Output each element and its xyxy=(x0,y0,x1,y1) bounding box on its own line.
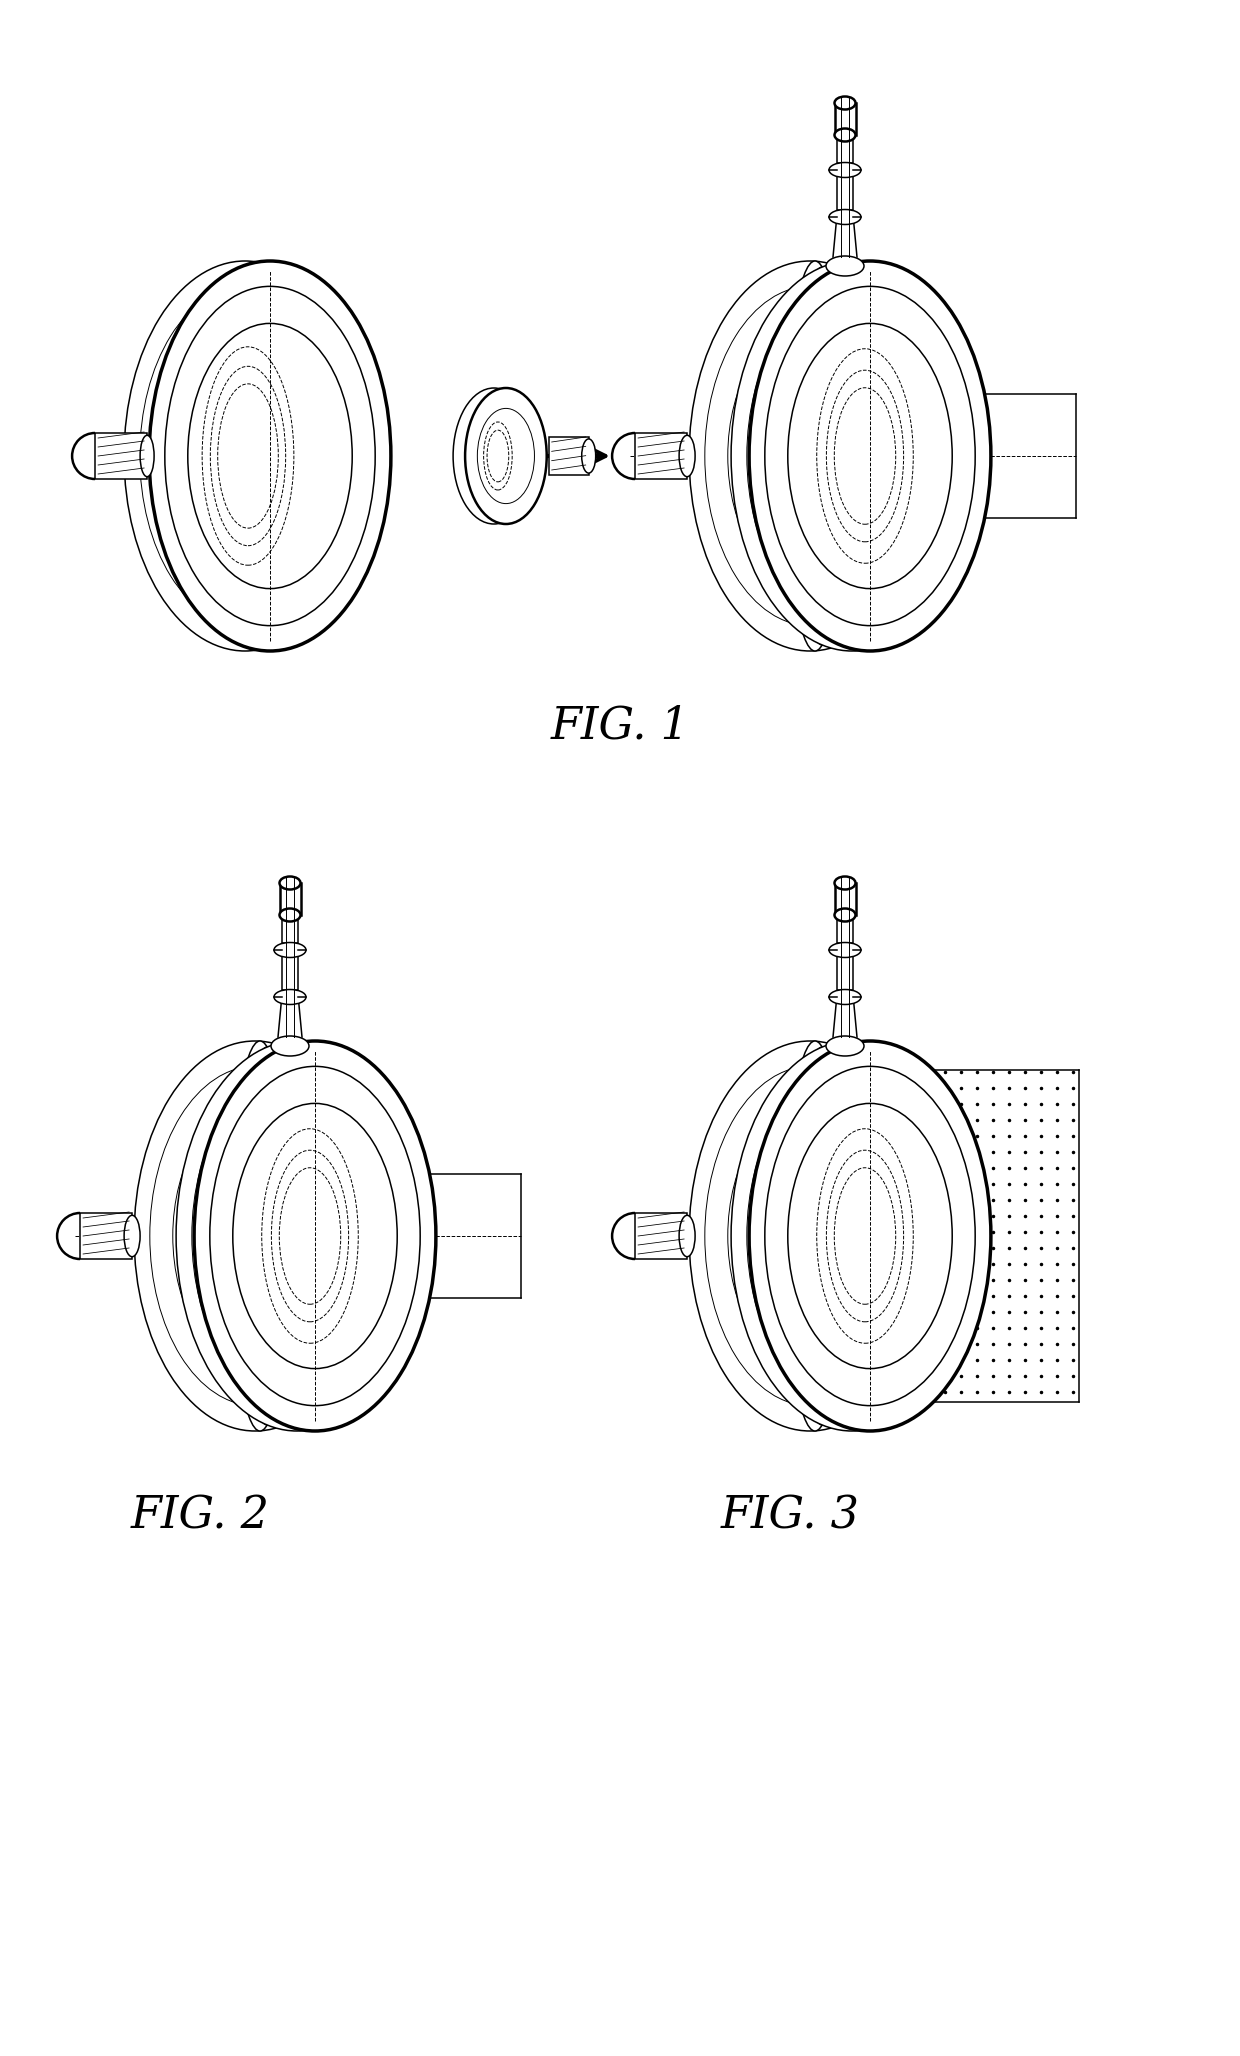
Ellipse shape xyxy=(810,1059,868,1412)
Ellipse shape xyxy=(835,97,856,109)
Ellipse shape xyxy=(732,261,973,652)
Ellipse shape xyxy=(794,267,852,646)
Ellipse shape xyxy=(247,1053,305,1419)
Ellipse shape xyxy=(749,261,991,652)
Ellipse shape xyxy=(238,1047,298,1425)
Ellipse shape xyxy=(124,261,366,652)
Bar xyxy=(833,220,857,257)
Ellipse shape xyxy=(833,296,892,617)
Bar xyxy=(279,882,300,915)
Ellipse shape xyxy=(270,1071,329,1402)
Ellipse shape xyxy=(830,210,861,224)
Ellipse shape xyxy=(134,1040,376,1431)
Bar xyxy=(281,915,299,944)
Bar xyxy=(281,952,299,991)
Ellipse shape xyxy=(274,942,306,958)
Bar xyxy=(837,173,853,210)
Ellipse shape xyxy=(680,436,696,477)
Ellipse shape xyxy=(841,302,899,611)
Ellipse shape xyxy=(801,273,861,639)
Ellipse shape xyxy=(801,1053,861,1419)
Ellipse shape xyxy=(140,436,154,477)
Ellipse shape xyxy=(262,1065,321,1408)
Ellipse shape xyxy=(825,1071,884,1402)
Bar xyxy=(95,434,148,479)
Ellipse shape xyxy=(830,162,861,177)
Ellipse shape xyxy=(833,1075,892,1396)
Ellipse shape xyxy=(465,389,547,524)
Ellipse shape xyxy=(689,261,931,652)
Bar xyxy=(635,434,687,479)
Bar xyxy=(837,915,853,944)
Ellipse shape xyxy=(835,909,856,921)
Ellipse shape xyxy=(810,278,868,633)
Bar xyxy=(81,1213,133,1258)
Ellipse shape xyxy=(254,1059,312,1412)
Text: FIG. 3: FIG. 3 xyxy=(720,1495,859,1538)
Ellipse shape xyxy=(279,909,300,921)
Ellipse shape xyxy=(826,1036,864,1057)
Ellipse shape xyxy=(835,876,856,890)
Ellipse shape xyxy=(149,261,391,652)
Bar xyxy=(835,103,856,136)
Bar xyxy=(835,882,856,915)
Ellipse shape xyxy=(794,1047,852,1425)
Ellipse shape xyxy=(786,261,844,652)
Bar xyxy=(837,952,853,991)
Ellipse shape xyxy=(279,876,300,890)
Text: FIG. 2: FIG. 2 xyxy=(130,1495,269,1538)
Bar xyxy=(635,1213,687,1258)
Text: FIG. 1: FIG. 1 xyxy=(551,705,689,748)
Ellipse shape xyxy=(786,1040,844,1431)
Ellipse shape xyxy=(749,1040,991,1431)
Ellipse shape xyxy=(841,1081,899,1390)
Bar xyxy=(548,438,589,475)
Ellipse shape xyxy=(176,1040,418,1431)
Ellipse shape xyxy=(124,1215,140,1256)
Bar xyxy=(278,999,303,1036)
Ellipse shape xyxy=(272,1036,309,1057)
Ellipse shape xyxy=(826,257,864,276)
Ellipse shape xyxy=(582,438,595,473)
Ellipse shape xyxy=(680,1215,696,1256)
Bar xyxy=(833,999,857,1036)
Ellipse shape xyxy=(689,1040,931,1431)
Ellipse shape xyxy=(732,1040,973,1431)
Ellipse shape xyxy=(274,989,306,1005)
Bar xyxy=(837,136,853,162)
Ellipse shape xyxy=(830,989,861,1005)
Ellipse shape xyxy=(830,942,861,958)
Ellipse shape xyxy=(835,127,856,142)
Ellipse shape xyxy=(817,1065,875,1408)
Ellipse shape xyxy=(195,1040,436,1431)
Ellipse shape xyxy=(285,1081,345,1390)
Ellipse shape xyxy=(278,1075,336,1396)
Ellipse shape xyxy=(825,290,884,621)
Ellipse shape xyxy=(231,1040,289,1431)
Ellipse shape xyxy=(817,284,875,627)
Ellipse shape xyxy=(453,389,534,524)
